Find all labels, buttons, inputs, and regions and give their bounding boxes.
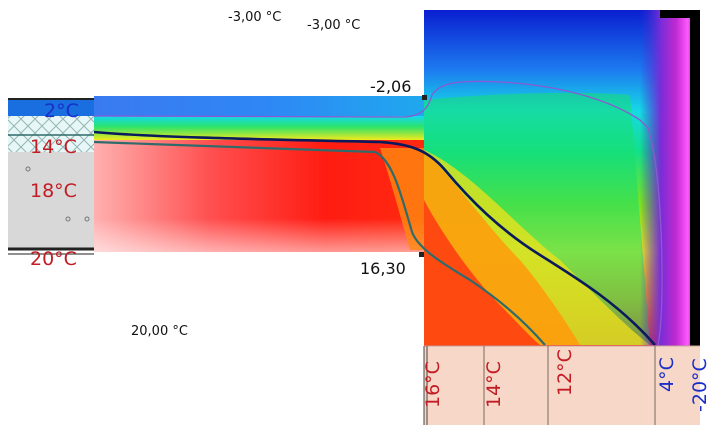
outside-temp-label-b: -3,00 °C xyxy=(307,18,360,33)
point-values: -2,06 16,30 xyxy=(360,77,411,278)
isotherm-lines xyxy=(8,80,663,346)
outside-temp-label-a: -3,00 °C xyxy=(228,10,281,25)
left-label-14c: 14°C xyxy=(30,136,77,158)
isotherm-upper-violet xyxy=(93,80,649,129)
bottom-label-14c: 14°C xyxy=(483,361,505,408)
isotherm-dark-main xyxy=(93,130,656,346)
isotherm-right-violet xyxy=(647,127,663,346)
bottom-label-16c: 16°C xyxy=(422,361,444,408)
floor-strip xyxy=(424,346,700,425)
left-label-18c: 18°C xyxy=(30,180,77,202)
upper-corner-value: -2,06 xyxy=(370,77,411,96)
horizontal-slab-field xyxy=(8,96,424,255)
lower-corner-value: 16,30 xyxy=(360,259,406,278)
bottom-label-minus20c: -20°C xyxy=(689,358,711,412)
lower-corner-marker xyxy=(419,252,424,257)
inside-temp-label: 20,00 °C xyxy=(131,324,188,339)
left-isotherm-labels: 2°C 14°C 18°C 20°C xyxy=(30,100,79,270)
bottom-label-12c: 12°C xyxy=(554,349,576,396)
bottom-isotherm-labels: 16°C 14°C 12°C 4°C -20°C xyxy=(422,349,711,412)
boundary-labels: -3,00 °C -3,00 °C 20,00 °C xyxy=(131,10,360,339)
left-label-20c: 20°C xyxy=(30,248,77,270)
vertical-wall-field xyxy=(424,10,700,346)
left-label-2c: 2°C xyxy=(44,100,79,122)
upper-corner-marker xyxy=(422,95,427,100)
bottom-label-4c: 4°C xyxy=(656,357,678,392)
isotherm-teal xyxy=(93,140,546,346)
